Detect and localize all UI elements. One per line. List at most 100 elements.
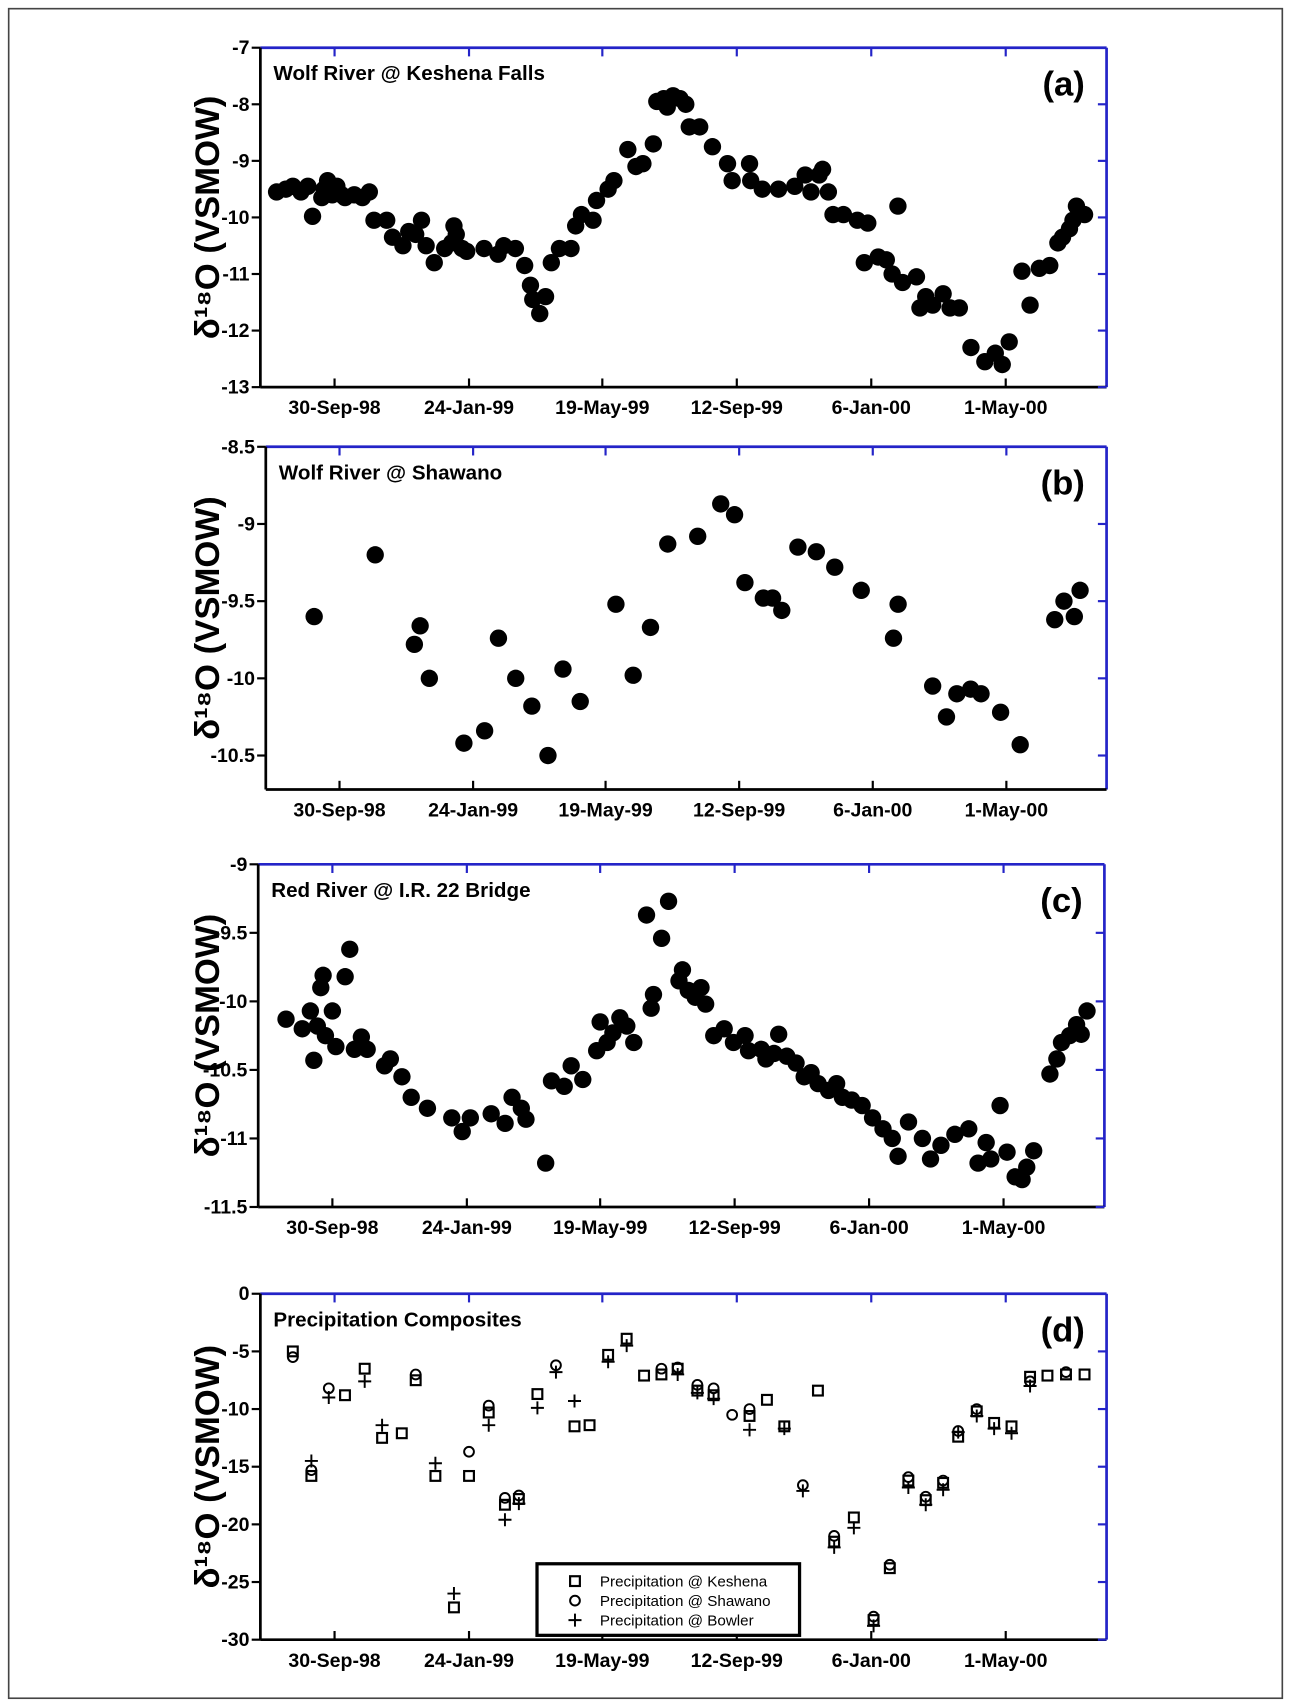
- data-point: [937, 708, 956, 726]
- data-point: [786, 177, 804, 195]
- data-point: [402, 1088, 420, 1107]
- data-point: [521, 276, 540, 294]
- data-point: [847, 1521, 861, 1535]
- data-point: [409, 1374, 422, 1387]
- data-point: [659, 892, 678, 910]
- data-point: [923, 677, 942, 695]
- data-point: [554, 660, 572, 678]
- data-point: [991, 703, 1010, 721]
- y-axis-label: δ¹⁸O (VSMOW): [189, 96, 227, 340]
- data-point: [293, 1020, 311, 1038]
- data-point: [409, 1368, 422, 1381]
- data-point: [715, 1020, 733, 1038]
- x-tick-label: 12-Sep-99: [689, 1217, 781, 1239]
- data-point: [376, 1431, 389, 1444]
- data-point: [496, 1114, 514, 1133]
- data-point: [753, 180, 771, 198]
- data-point: [506, 239, 525, 258]
- x-tick-label: 19-May-99: [555, 1650, 650, 1672]
- data-point: [655, 1368, 668, 1381]
- y-tick-label: -10: [219, 991, 247, 1013]
- data-point: [366, 546, 384, 564]
- data-point: [405, 635, 424, 654]
- data-point: [726, 1408, 739, 1421]
- data-point: [482, 1406, 495, 1419]
- data-point: [696, 995, 715, 1013]
- data-point: [889, 1147, 907, 1165]
- data-point: [659, 535, 677, 553]
- data-point: [425, 254, 443, 272]
- data-point: [960, 1120, 978, 1138]
- data-point: [498, 1513, 512, 1527]
- data-point: [517, 1110, 535, 1128]
- data-point: [893, 273, 912, 292]
- data-point: [777, 1422, 791, 1436]
- data-point: [498, 1498, 511, 1511]
- data-point: [393, 1068, 411, 1086]
- x-tick-label: 6-Jan-00: [832, 1650, 911, 1672]
- data-point: [987, 1422, 1001, 1436]
- data-point: [299, 177, 317, 195]
- data-point: [1071, 581, 1089, 600]
- data-point: [637, 906, 656, 924]
- y-axis-label: δ¹⁸O (VSMOW): [189, 496, 227, 740]
- data-point: [743, 1403, 756, 1415]
- data-point: [644, 985, 663, 1004]
- data-point: [736, 1026, 754, 1045]
- data-point: [855, 254, 873, 272]
- y-tick-label: -11.5: [204, 1196, 248, 1218]
- data-point: [447, 1601, 460, 1614]
- data-point: [567, 1394, 582, 1408]
- figure-border: [7, 7, 1284, 1700]
- data-point: [605, 171, 623, 190]
- data-point: [652, 929, 671, 947]
- panel-label: (b): [1041, 465, 1085, 503]
- data-point: [1023, 1379, 1037, 1393]
- y-tick-label: -5: [232, 1341, 250, 1363]
- data-point: [644, 135, 663, 153]
- x-tick-label: 30-Sep-98: [288, 1650, 380, 1672]
- data-point: [336, 968, 354, 986]
- data-point: [991, 1096, 1009, 1115]
- data-point: [411, 617, 429, 635]
- x-tick-label: 24-Jan-99: [424, 397, 514, 419]
- y-tick-label: -15: [221, 1456, 249, 1478]
- data-point: [677, 95, 695, 113]
- x-tick-label: 19-May-99: [558, 800, 653, 822]
- y-tick-label: 0: [239, 1283, 250, 1305]
- data-point: [901, 1480, 915, 1494]
- data-point: [601, 1355, 615, 1369]
- y-tick-label: -9.5: [221, 591, 255, 613]
- y-tick-label: -30: [221, 1629, 249, 1651]
- data-point: [301, 1002, 320, 1020]
- x-tick-label: 12-Sep-99: [691, 397, 783, 419]
- data-point: [827, 1074, 846, 1093]
- data-point: [536, 1154, 555, 1172]
- data-point: [381, 1050, 400, 1068]
- data-point: [932, 1136, 950, 1154]
- legend-symbol: [568, 1613, 582, 1627]
- data-point: [1041, 256, 1059, 275]
- x-tick-label: 12-Sep-99: [691, 1650, 783, 1672]
- data-point: [461, 1109, 480, 1127]
- data-point: [769, 1025, 788, 1043]
- legend-symbol: [569, 1594, 581, 1607]
- y-axis-label: δ¹⁸O (VSMOW): [189, 1345, 227, 1589]
- data-point: [723, 171, 741, 190]
- data-point: [819, 183, 838, 201]
- data-point: [1060, 1366, 1072, 1379]
- x-tick-label: 1-May-00: [964, 1650, 1048, 1672]
- legend-label: Precipitation @ Bowler: [600, 1613, 754, 1630]
- data-point: [341, 940, 359, 958]
- data-point: [739, 1042, 758, 1060]
- data-point: [743, 1410, 756, 1422]
- data-point: [562, 1057, 580, 1075]
- x-tick-label: 19-May-99: [555, 397, 650, 419]
- x-tick-label: 6-Jan-00: [833, 800, 912, 822]
- panel-label: (c): [1040, 882, 1082, 920]
- data-point: [1075, 205, 1094, 224]
- panel-label: (a): [1042, 65, 1084, 103]
- data-point: [1041, 1369, 1054, 1382]
- y-tick-label: -11: [220, 1128, 247, 1150]
